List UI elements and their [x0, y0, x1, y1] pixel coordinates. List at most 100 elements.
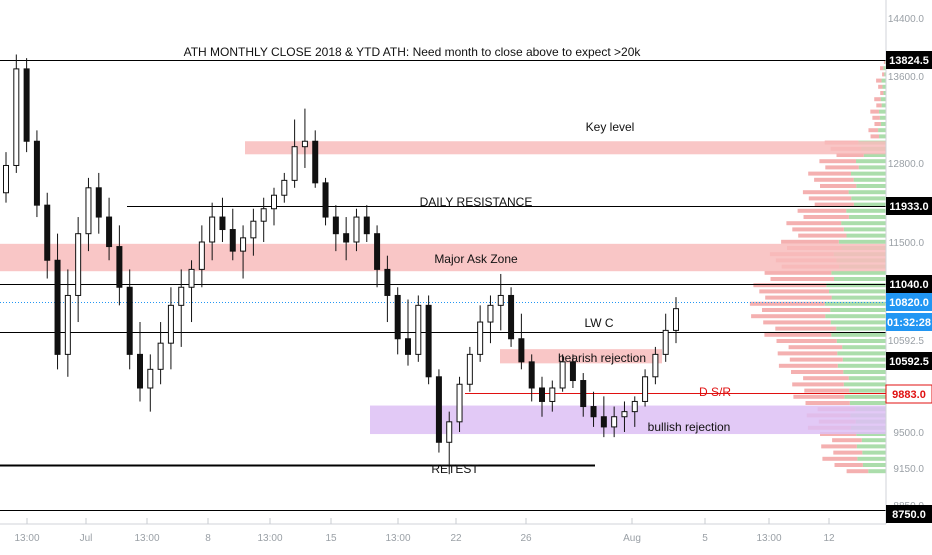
label-lw-c: LW C	[584, 316, 613, 330]
time-tick-label: 26	[520, 533, 532, 544]
price-badge	[886, 275, 932, 293]
volume-bar-up	[842, 345, 886, 350]
volume-bar-down	[792, 227, 844, 232]
candle-body	[539, 387, 545, 402]
volume-bar-down	[777, 351, 838, 356]
volume-bar-up	[842, 357, 886, 362]
candle-body	[477, 321, 484, 355]
volume-bar-up	[862, 463, 886, 467]
volume-bar-down	[803, 215, 849, 219]
volume-bar-down	[882, 72, 885, 77]
candle-body	[13, 68, 20, 166]
candle-body	[673, 308, 679, 331]
volume-bar-down	[797, 208, 847, 213]
volume-bar-up	[834, 277, 886, 281]
price-tick-label: 12800.0	[888, 159, 925, 170]
volume-bar-down	[874, 122, 881, 126]
volume-bar-down	[870, 109, 879, 114]
zone-rect	[500, 349, 662, 364]
price-tick-label: 14400.0	[888, 14, 925, 25]
candle-body	[281, 179, 288, 196]
volume-bar-down	[814, 177, 854, 182]
volume-bar-up	[846, 233, 886, 238]
candle-body	[508, 294, 515, 340]
candle-body	[209, 216, 216, 243]
candle-body	[487, 304, 494, 323]
volume-bar-down	[868, 128, 879, 133]
volume-bar-down	[753, 283, 827, 288]
candle-body	[466, 353, 473, 385]
volume-bar-up	[857, 456, 886, 461]
volume-bar-down	[792, 382, 844, 387]
volume-bar-up	[844, 394, 886, 399]
volume-bar-down	[764, 270, 832, 275]
candle-body	[291, 146, 298, 181]
volume-bar-down	[883, 60, 886, 64]
price-tick-label: 9500.0	[893, 428, 924, 439]
candle-body	[54, 259, 61, 355]
zone-label-major-ask-zone: Major Ask Zone	[434, 252, 518, 266]
volume-bar-down	[833, 450, 863, 455]
volume-bar-down	[834, 463, 863, 467]
volume-bar-down	[775, 326, 837, 331]
volume-bar-down	[846, 469, 869, 474]
price-badge-label: 9883.0	[892, 389, 926, 401]
time-tick-label: 13:00	[14, 533, 39, 544]
candle-body	[157, 342, 164, 370]
volume-bar-down	[798, 233, 847, 238]
price-badge-label: 01:32:28	[887, 317, 931, 329]
candle-body	[147, 368, 154, 389]
volume-bar-down	[880, 66, 884, 71]
volume-bar-down	[819, 159, 857, 164]
volume-bar-down	[751, 314, 826, 319]
volume-bar-down	[802, 190, 849, 195]
volume-bar-up	[856, 184, 886, 188]
volume-bar-up	[837, 351, 886, 356]
volume-bar-down	[805, 401, 850, 405]
volume-bar-down	[874, 97, 881, 102]
volume-bar-up	[848, 376, 886, 381]
candle-body	[301, 140, 308, 148]
candle-body	[662, 329, 669, 355]
volume-bar-up	[846, 208, 886, 213]
volume-bar-up	[850, 171, 886, 176]
price-badge	[886, 352, 932, 370]
zones-layer	[0, 141, 886, 435]
volume-bar-up	[828, 289, 886, 294]
volume-bar-up	[830, 320, 886, 325]
candle-body	[600, 416, 607, 428]
volume-bar-up	[836, 326, 886, 331]
price-tick-label: 13600.0	[888, 72, 925, 83]
candle-body	[137, 353, 143, 389]
price-tick-label: 11500.0	[889, 238, 925, 249]
candle-body	[64, 294, 71, 355]
volume-bar-up	[837, 363, 886, 368]
volume-bar-up	[851, 196, 886, 201]
volume-bar-up	[849, 401, 886, 405]
candle-body	[3, 164, 9, 194]
volume-bar-up	[882, 84, 886, 89]
candle-body	[23, 68, 30, 142]
volume-bar-down	[832, 438, 862, 443]
candle-body	[652, 353, 659, 378]
volume-bar-down	[825, 165, 859, 170]
candle-body	[394, 294, 401, 340]
volume-bar-up	[861, 438, 886, 443]
candle-body	[312, 140, 319, 184]
volume-bar-down	[788, 345, 843, 350]
time-tick-label: 12	[823, 533, 835, 544]
candle-body	[384, 268, 391, 296]
candle-body	[559, 361, 566, 389]
candle-body	[178, 286, 185, 306]
volume-bar-up	[836, 339, 886, 343]
volume-bar-up	[848, 190, 886, 195]
time-tick-label: 5	[702, 533, 708, 544]
volume-bar-up	[881, 103, 886, 108]
candle-body	[446, 421, 453, 443]
volume-bar-up	[831, 332, 886, 337]
candle-body	[343, 233, 350, 243]
candle-body	[271, 194, 277, 210]
